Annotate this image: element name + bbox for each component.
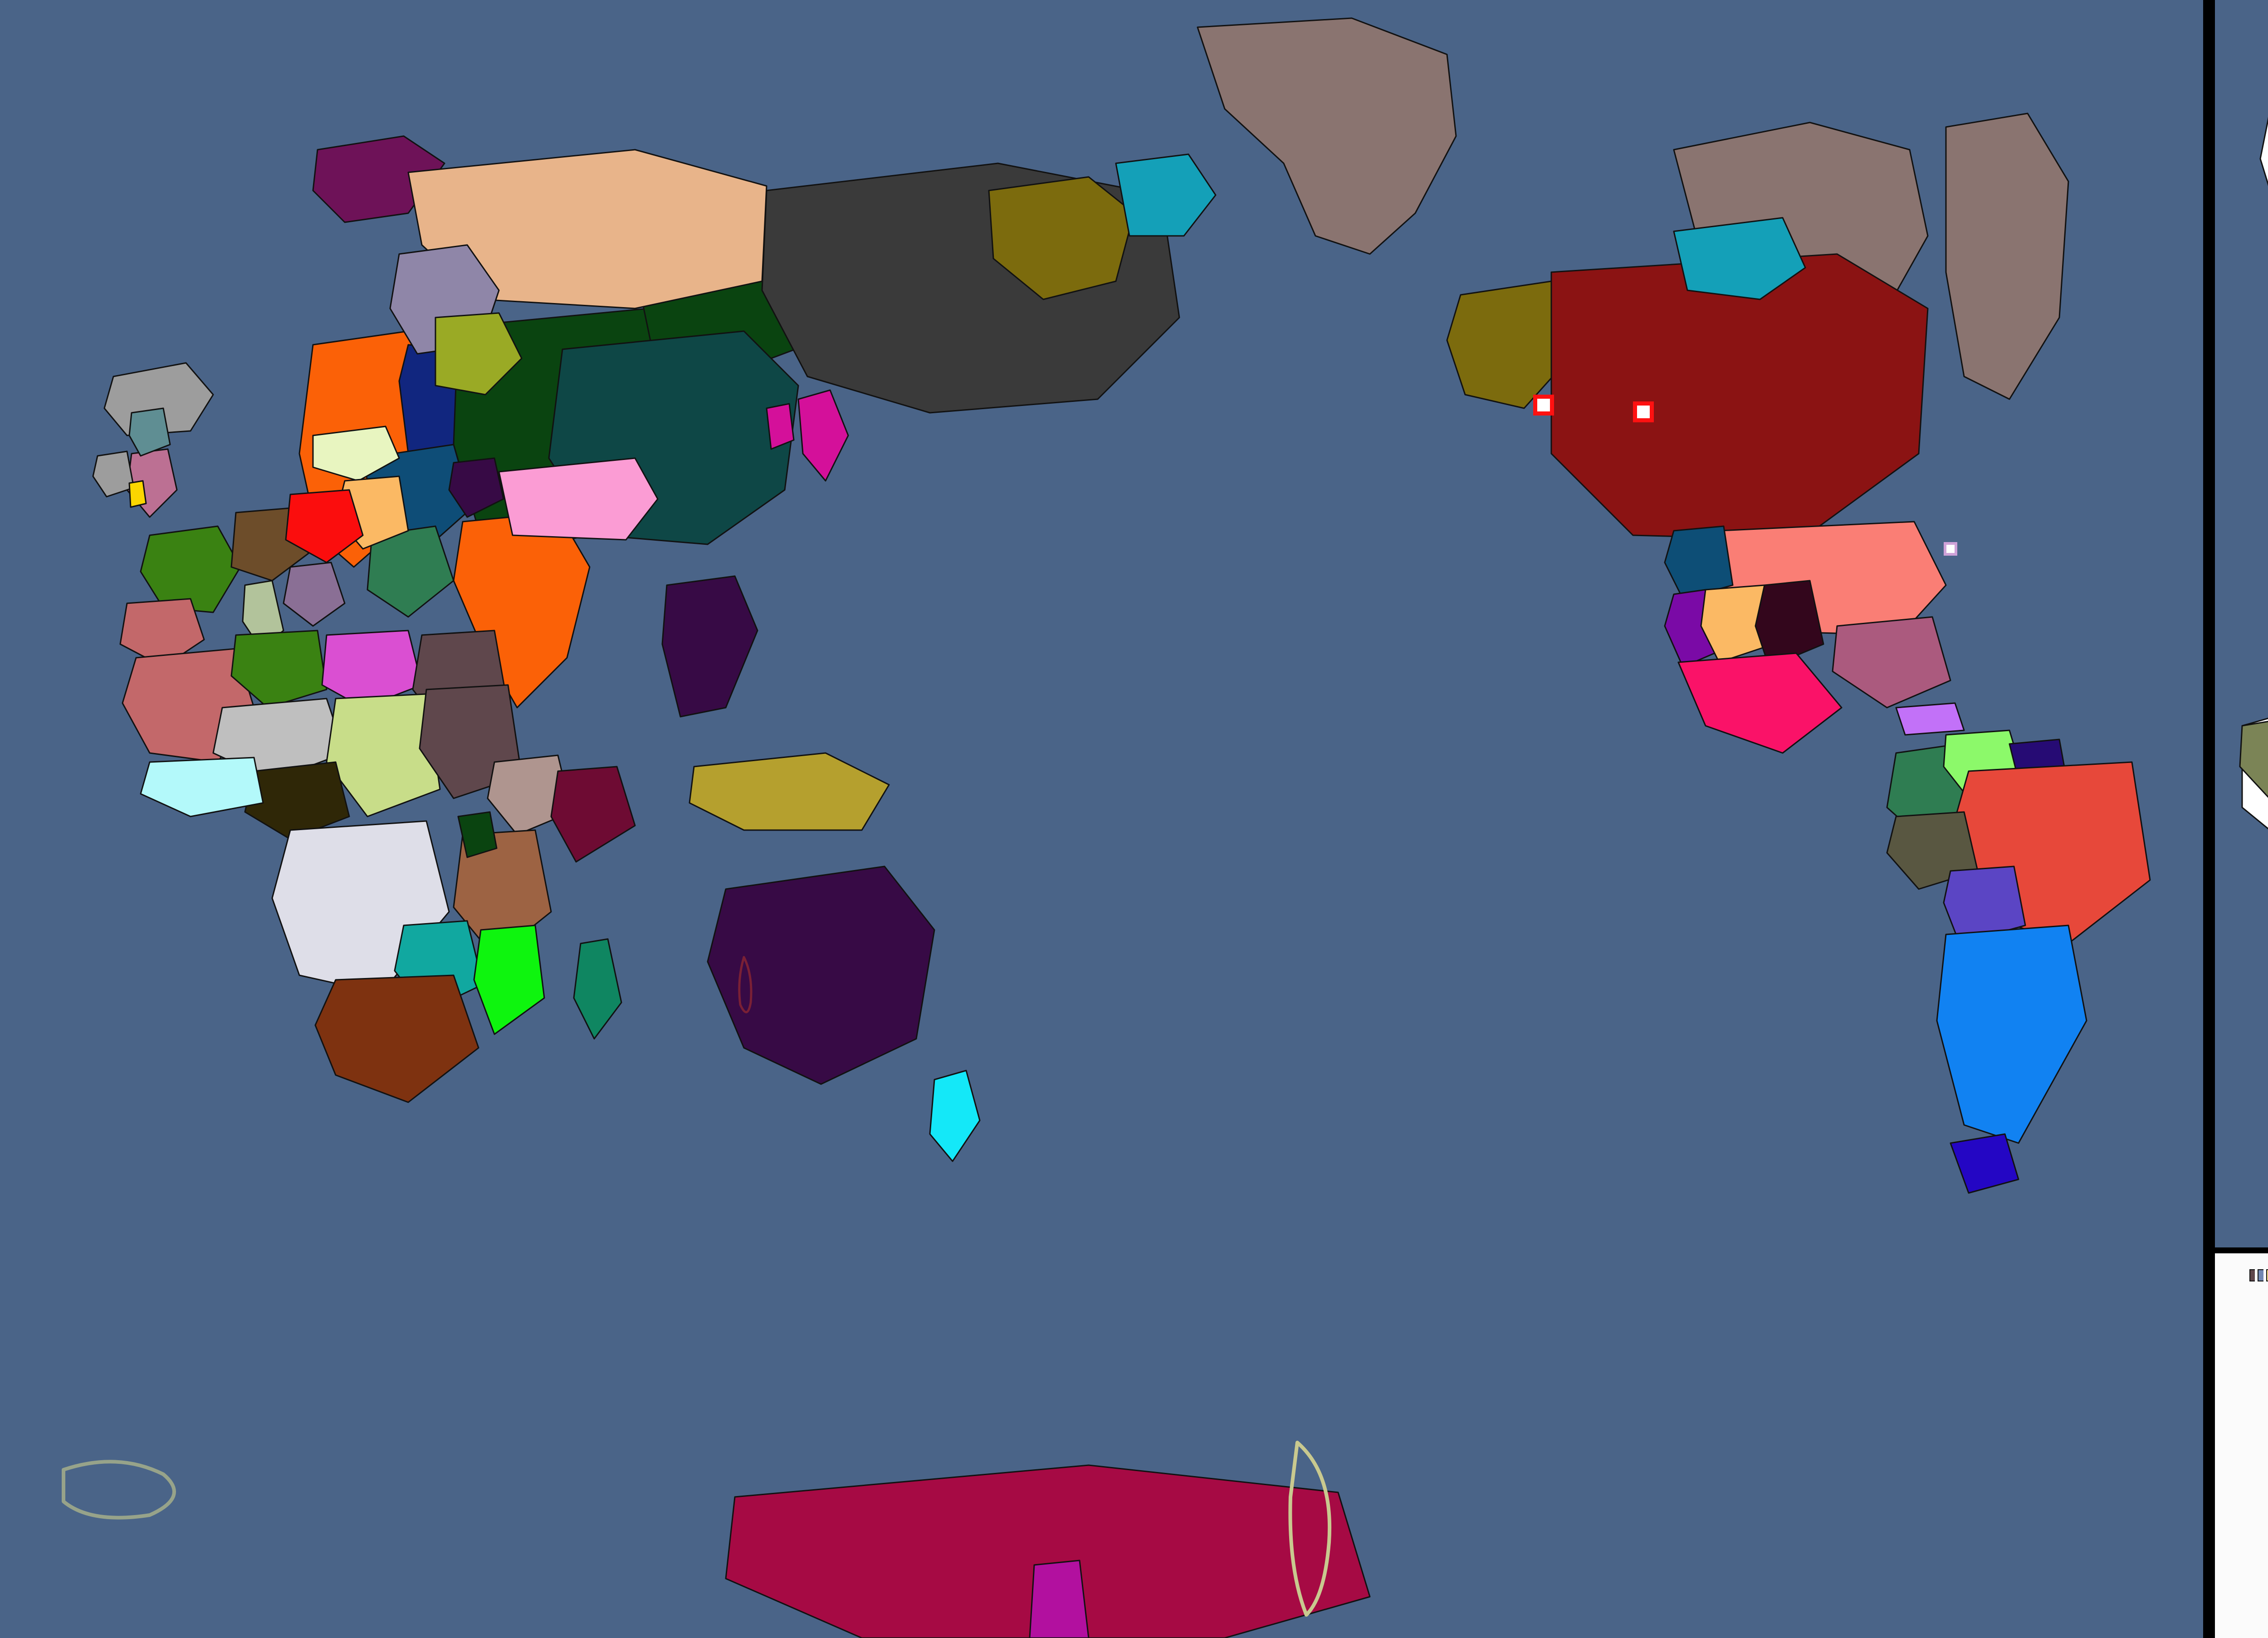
legend-item-jakeprolandia[interactable]: Jakeprolandia bbox=[2255, 1266, 2263, 1285]
region-france bbox=[140, 525, 241, 613]
region-korea bbox=[766, 403, 795, 450]
legend-country-grid: CataniaPoavakChorosCelticNilastanHongers… bbox=[2215, 1264, 2268, 1285]
legend-color-swatch bbox=[2258, 1269, 2263, 1281]
region-wales bbox=[128, 480, 147, 508]
map-legend[interactable]: Info RPExclusion zone Political Boundary… bbox=[2215, 1217, 2268, 1638]
map-panel-divider bbox=[2203, 0, 2215, 1638]
region-nesiberia bbox=[1115, 153, 1217, 237]
region-mexico bbox=[1677, 652, 1843, 754]
region-madagascar bbox=[573, 938, 622, 1040]
region-chukotka bbox=[988, 176, 1135, 300]
region-meira-outline bbox=[62, 1460, 176, 1520]
region-balkans bbox=[283, 562, 346, 627]
region-mozambique bbox=[473, 924, 545, 1035]
region-scotland bbox=[128, 407, 171, 457]
region-ireland bbox=[92, 450, 135, 498]
region-algeria bbox=[230, 630, 327, 709]
region-cuba bbox=[1895, 702, 1965, 736]
region-australia bbox=[707, 865, 935, 1085]
region-chad bbox=[326, 693, 441, 817]
main-world-map[interactable] bbox=[0, 0, 2203, 1638]
main-map-canvas[interactable] bbox=[0, 0, 2203, 1638]
region-greenland-east bbox=[1945, 112, 2069, 400]
region-southeast-us bbox=[1832, 616, 1951, 709]
region-sarpistan-us bbox=[1700, 584, 1774, 663]
region-svalbard bbox=[312, 135, 445, 223]
region-indonesia bbox=[689, 752, 890, 831]
region-arabia bbox=[367, 525, 455, 618]
region-antarctic-peninsula bbox=[1029, 1560, 1090, 1638]
region-tibet bbox=[498, 457, 659, 541]
region-antarctica bbox=[725, 1464, 1371, 1638]
legend-item-corestias[interactable]: Corestias bbox=[2247, 1266, 2255, 1285]
region-yukon-teal bbox=[1673, 217, 1806, 300]
region-mongolia bbox=[435, 312, 523, 396]
region-torium-outline bbox=[1288, 1441, 1332, 1617]
rp-marker-alaska[interactable] bbox=[1533, 395, 1554, 416]
region-maldives-outline bbox=[738, 956, 753, 1013]
region-uganda bbox=[457, 811, 498, 858]
legend-item-islandia[interactable]: Islandia bbox=[2263, 1266, 2268, 1285]
region-ethiopia bbox=[487, 754, 572, 836]
region-somalia bbox=[550, 766, 636, 863]
region-afghanistan bbox=[448, 457, 504, 518]
region-japan bbox=[797, 389, 849, 482]
rp-marker-canada[interactable] bbox=[1633, 401, 1654, 422]
landmass-group bbox=[62, 17, 2151, 1638]
inset-landmass-group bbox=[2239, 117, 2268, 830]
region-california bbox=[1664, 589, 1716, 668]
legend-color-swatch bbox=[2249, 1269, 2255, 1281]
legend-color-swatch bbox=[2266, 1269, 2268, 1281]
legend-body: CataniaPoavakChorosCelticNilastanHongers… bbox=[2215, 1247, 2268, 1638]
region-poland bbox=[285, 489, 364, 563]
inset-archipelago-northwest bbox=[2259, 117, 2268, 186]
region-argentina bbox=[1936, 924, 2087, 1144]
region-westafrica-coast bbox=[140, 757, 264, 817]
inset-olive-patch-left bbox=[2239, 720, 2268, 798]
rp-marker-newengland[interactable] bbox=[1944, 542, 1957, 556]
region-southafrica bbox=[314, 974, 479, 1103]
region-canada bbox=[1550, 253, 1929, 541]
region-patagonia-south bbox=[1950, 1133, 2019, 1194]
region-seasia bbox=[661, 575, 758, 718]
region-turkey bbox=[312, 425, 400, 482]
region-greenland bbox=[1197, 17, 1457, 255]
region-newzealand bbox=[929, 1070, 981, 1162]
